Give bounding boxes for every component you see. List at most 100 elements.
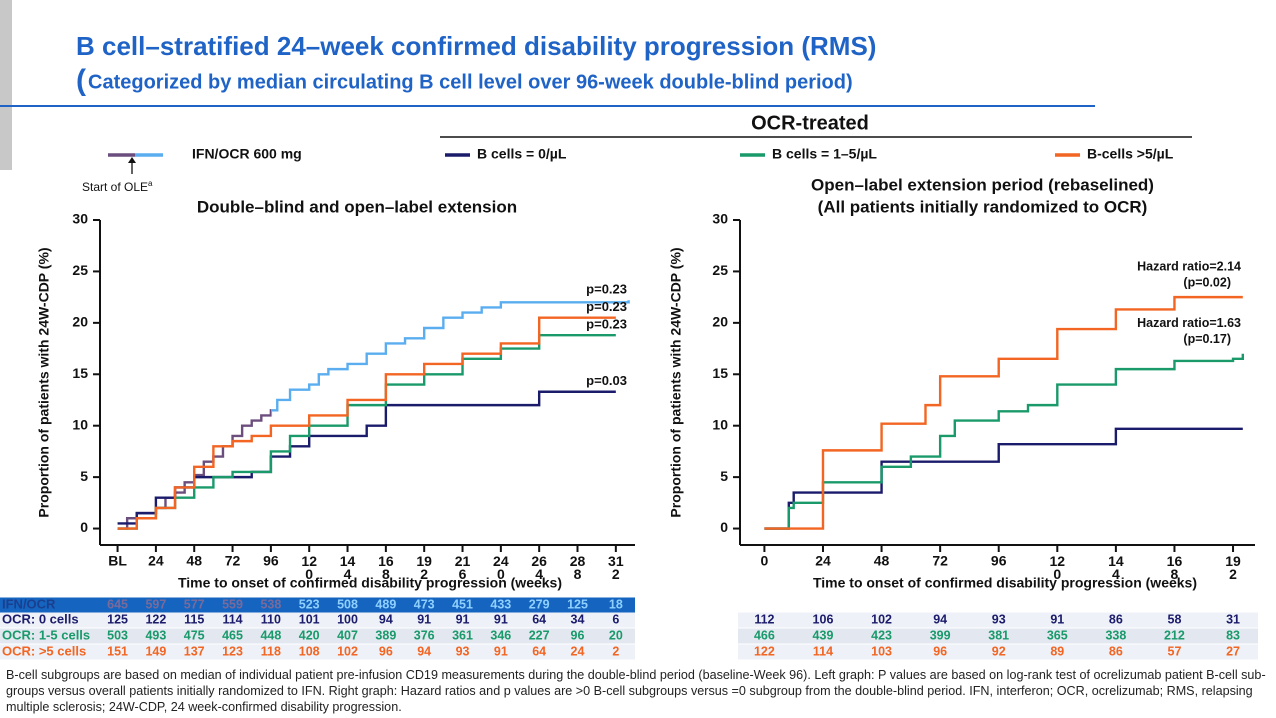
y-axis-label: Proportion of patients with 24W-CDP (%) bbox=[36, 247, 52, 517]
table-cell: 151 bbox=[107, 644, 128, 658]
table-cell: 451 bbox=[452, 597, 473, 611]
table-cell: 91 bbox=[494, 612, 508, 626]
table-row-bg bbox=[738, 628, 1258, 644]
table-cell: 18 bbox=[609, 597, 623, 611]
legend-label: IFN/OCR 600 mg bbox=[192, 146, 302, 162]
table-cell: 102 bbox=[871, 612, 892, 626]
km-line bbox=[117, 390, 616, 525]
table-cell: 20 bbox=[609, 628, 623, 642]
annotation: p=0.23 bbox=[586, 317, 627, 332]
legend-label: B cells = 1–5/µL bbox=[772, 146, 877, 162]
table-cell: 365 bbox=[1047, 628, 1068, 642]
km-line bbox=[764, 353, 1244, 530]
x-tick-label: 19 2 bbox=[416, 553, 432, 582]
table-cell: 102 bbox=[337, 644, 358, 658]
table-cell: 538 bbox=[260, 597, 281, 611]
table-cell: 137 bbox=[184, 644, 205, 658]
chart-subtitle: (All patients initially randomized to OC… bbox=[818, 197, 1148, 216]
table-cell: 101 bbox=[299, 612, 320, 626]
x-tick-label: 0 bbox=[761, 553, 769, 569]
table-cell: 125 bbox=[107, 612, 128, 626]
table-row-bg bbox=[738, 644, 1258, 660]
x-tick-label: 24 bbox=[148, 553, 164, 569]
km-line bbox=[764, 295, 1243, 530]
table-cell: 381 bbox=[988, 628, 1009, 642]
x-tick-label: 28 8 bbox=[570, 553, 586, 582]
annotation: p=0.23 bbox=[586, 282, 627, 297]
table-cell: 115 bbox=[184, 612, 204, 626]
table-cell: 94 bbox=[379, 612, 393, 626]
row-label: OCR: >5 cells bbox=[2, 643, 86, 658]
legend-label: B-cells >5/µL bbox=[1087, 146, 1174, 162]
table-cell: 114 bbox=[222, 612, 242, 626]
table-cell: 361 bbox=[452, 628, 473, 642]
table-cell: 149 bbox=[145, 644, 166, 658]
table-cell: 89 bbox=[1050, 644, 1064, 658]
annotation: p=0.23 bbox=[586, 299, 627, 314]
table-cell: 27 bbox=[1226, 644, 1240, 658]
y-tick-label: 0 bbox=[80, 519, 88, 535]
table-cell: 93 bbox=[992, 612, 1006, 626]
x-tick-label: 72 bbox=[225, 553, 241, 569]
table-cell: 94 bbox=[933, 612, 947, 626]
table-cell: 423 bbox=[871, 628, 892, 642]
table-cell: 91 bbox=[1050, 612, 1064, 626]
table-cell: 94 bbox=[417, 644, 431, 658]
table-cell: 597 bbox=[145, 597, 166, 611]
table-cell: 475 bbox=[184, 628, 205, 642]
table-cell: 389 bbox=[375, 628, 396, 642]
table-cell: 125 bbox=[567, 597, 588, 611]
table-cell: 103 bbox=[871, 644, 892, 658]
table-cell: 118 bbox=[261, 644, 281, 658]
y-tick-label: 10 bbox=[72, 416, 88, 432]
x-tick-label: 72 bbox=[932, 553, 948, 569]
table-cell: 346 bbox=[490, 628, 511, 642]
y-tick-label: 25 bbox=[72, 262, 88, 278]
chart-title: Double–blind and open–label extension bbox=[197, 197, 517, 216]
subtitle: Categorized by median circulating B cell… bbox=[88, 71, 853, 93]
table-cell: 110 bbox=[261, 612, 281, 626]
chart-title: Open–label extension period (rebaselined… bbox=[811, 175, 1154, 194]
x-axis-label: Time to onset of confirmed disability pr… bbox=[813, 575, 1197, 591]
table-cell: 523 bbox=[299, 597, 320, 611]
ole-text: Start of OLE bbox=[82, 180, 148, 194]
y-tick-label: 10 bbox=[712, 416, 728, 432]
y-tick-label: 20 bbox=[72, 314, 88, 330]
table-cell: 100 bbox=[337, 612, 358, 626]
y-axis-label: Proportion of patients with 24W-CDP (%) bbox=[668, 247, 684, 517]
y-tick-label: 30 bbox=[72, 211, 88, 227]
table-cell: 2 bbox=[612, 644, 619, 658]
ole-marker: Start of OLEa bbox=[82, 179, 153, 194]
table-row-bg bbox=[0, 612, 635, 628]
table-cell: 227 bbox=[529, 628, 550, 642]
legend-header: OCR-treated bbox=[751, 112, 869, 134]
table-cell: 92 bbox=[992, 644, 1006, 658]
table-cell: 123 bbox=[222, 644, 243, 658]
table-cell: 112 bbox=[754, 612, 774, 626]
subtitle-paren: ( bbox=[76, 64, 86, 97]
legend-label: B cells = 0/µL bbox=[477, 146, 567, 162]
x-tick-label: 16 8 bbox=[1167, 553, 1183, 582]
x-tick-label: 14 4 bbox=[340, 553, 356, 582]
table-cell: 122 bbox=[145, 612, 166, 626]
y-tick-label: 25 bbox=[712, 262, 728, 278]
y-tick-label: 15 bbox=[72, 365, 88, 381]
ole-arrowhead bbox=[128, 157, 136, 163]
table-cell: 577 bbox=[184, 597, 205, 611]
y-tick-label: 15 bbox=[712, 365, 728, 381]
table-cell: 489 bbox=[375, 597, 396, 611]
x-tick-label: 12 0 bbox=[1050, 553, 1066, 582]
x-tick-label: 48 bbox=[186, 553, 202, 569]
annotation: (p=0.17) bbox=[1183, 332, 1231, 346]
y-tick-label: 0 bbox=[720, 519, 728, 535]
table-row-bg bbox=[738, 612, 1258, 628]
x-tick-label: 26 4 bbox=[531, 553, 547, 582]
table-cell: 64 bbox=[532, 644, 546, 658]
y-tick-label: 5 bbox=[720, 468, 728, 484]
x-axis-label: Time to onset of confirmed disability pr… bbox=[178, 575, 562, 591]
table-cell: 64 bbox=[532, 612, 546, 626]
x-tick-label: 16 8 bbox=[378, 553, 394, 582]
table-cell: 448 bbox=[260, 628, 281, 642]
table-cell: 279 bbox=[529, 597, 550, 611]
